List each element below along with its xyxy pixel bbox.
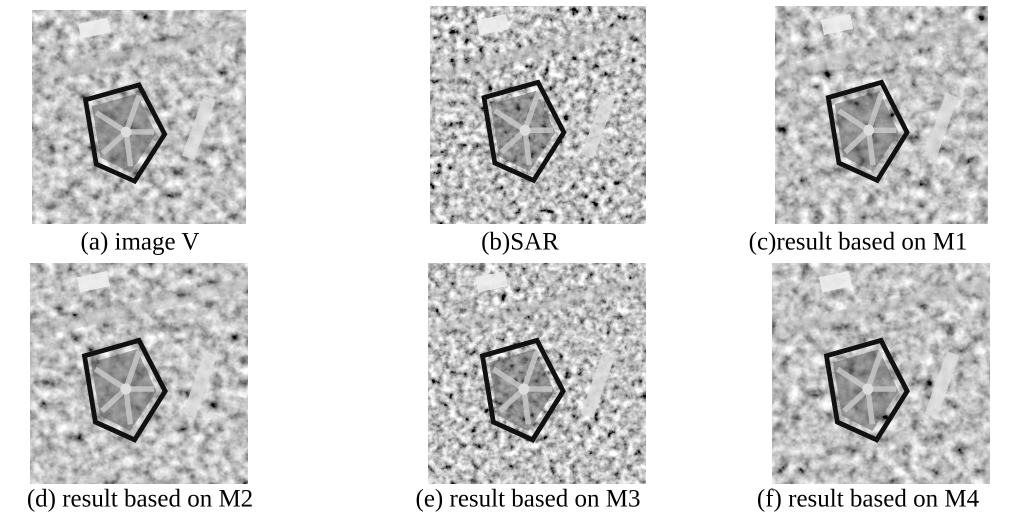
caption: (b)SAR [481,229,559,256]
panel-c: (c)result based on M1 [749,6,988,256]
caption: (a) image V [81,229,200,256]
panel-e: (e) result based on M3 [416,263,646,513]
panel-b: (b)SAR [430,6,646,256]
caption: (c)result based on M1 [749,229,968,256]
panel-d: (d) result based on M2 [27,263,253,513]
figure: (a) image V (b)SAR (c)result based on M1… [0,0,1035,517]
caption: (e) result based on M3 [416,486,641,513]
panel-a: (a) image V [32,10,246,256]
caption: (f) result based on M4 [757,486,980,513]
caption: (d) result based on M2 [27,486,253,513]
panel-f: (f) result based on M4 [757,263,990,513]
